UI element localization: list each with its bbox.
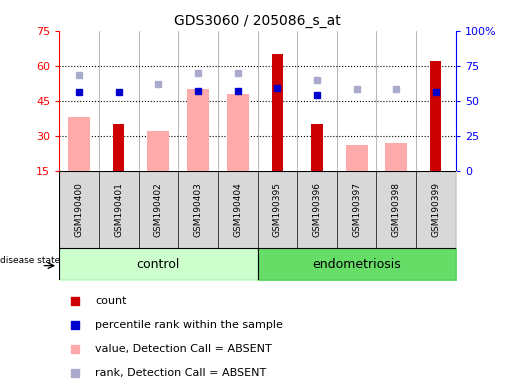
Text: GSM190400: GSM190400 <box>75 182 83 237</box>
Text: GSM190404: GSM190404 <box>233 182 242 237</box>
Text: endometriosis: endometriosis <box>312 258 401 270</box>
Text: GSM190399: GSM190399 <box>432 182 440 237</box>
Bar <box>68 117 90 171</box>
Text: GSM190398: GSM190398 <box>392 182 401 237</box>
Text: percentile rank within the sample: percentile rank within the sample <box>95 320 283 330</box>
Bar <box>346 145 368 171</box>
Bar <box>187 89 209 171</box>
Text: value, Detection Call = ABSENT: value, Detection Call = ABSENT <box>95 344 272 354</box>
Text: GSM190396: GSM190396 <box>313 182 321 237</box>
Bar <box>147 131 169 171</box>
Text: GSM190401: GSM190401 <box>114 182 123 237</box>
Text: control: control <box>136 258 180 270</box>
Text: GSM190402: GSM190402 <box>154 182 163 237</box>
Bar <box>227 94 249 171</box>
Title: GDS3060 / 205086_s_at: GDS3060 / 205086_s_at <box>174 14 341 28</box>
Text: disease state: disease state <box>0 256 60 265</box>
Text: GSM190403: GSM190403 <box>194 182 202 237</box>
Bar <box>312 124 322 171</box>
Text: GSM190397: GSM190397 <box>352 182 361 237</box>
Text: count: count <box>95 296 126 306</box>
Bar <box>113 124 124 171</box>
Bar <box>272 54 283 171</box>
Text: GSM190395: GSM190395 <box>273 182 282 237</box>
Bar <box>385 143 407 171</box>
Text: rank, Detection Call = ABSENT: rank, Detection Call = ABSENT <box>95 367 266 377</box>
Bar <box>431 61 441 171</box>
